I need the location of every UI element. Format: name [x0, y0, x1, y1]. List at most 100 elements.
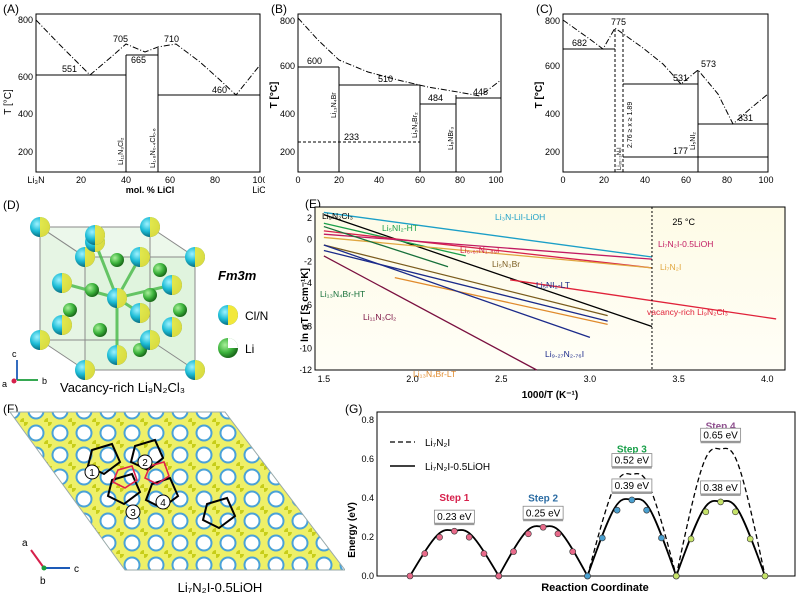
panel-a-label: 710: [164, 34, 179, 44]
panel-f-site-3: [125, 504, 141, 520]
panel-e-label: Li₁₃N₄Br-HT: [320, 289, 365, 299]
cl-n-atom-half: [62, 273, 72, 293]
panel-a-liquidus: [35, 19, 261, 96]
panel-g-legend-dash-label: Li₇N₂I: [425, 438, 450, 449]
panel-g-image-point: [421, 550, 429, 557]
panel-f: (F) 1 2 3 4 a b c Li₇N₂I-0.5LiOH: [3, 402, 345, 595]
panel-c-ytick: 400: [545, 109, 560, 119]
panel-e-ytick: 2: [307, 213, 312, 223]
panel-e-label: Li₁₃N₄Br-LT: [413, 369, 456, 379]
panel-c-xtick: 60: [681, 175, 691, 185]
panel-f-site-label: 2: [142, 458, 148, 469]
panel-f-site-1: [84, 464, 100, 480]
panel-c-xtick: 20: [599, 175, 609, 185]
panel-b-frame: [297, 13, 502, 173]
panel-g-energy-label: 0.65 eV: [703, 430, 738, 441]
panel-a-xtick: 40: [121, 175, 131, 185]
panel-d-letter: (D): [3, 198, 20, 212]
panel-a-label: 665: [131, 55, 146, 65]
panel-b-ytick: 600: [280, 61, 295, 71]
panel-f-charge-density: [9, 411, 345, 571]
panel-g-ytick: 0.2: [361, 532, 374, 542]
panel-g-image-point: [628, 496, 636, 504]
panel-g-energy-box-shadow: [611, 466, 652, 469]
panel-f-axis-b: b: [40, 576, 46, 587]
panel-b-ytick: 200: [280, 147, 295, 157]
panel-g-energy-label: 0.39 eV: [615, 481, 650, 492]
panel-a-xlabel-left: Li₃N: [27, 175, 44, 185]
panel-g-image-point: [406, 572, 414, 580]
panel-a-label: 551: [62, 64, 77, 74]
panel-a-xtick: 20: [76, 175, 86, 185]
panel-g-image-point: [525, 530, 532, 538]
panel-b-label: 600: [307, 56, 322, 66]
panel-e-label: Li₇N₂I-0.5LiOH: [658, 239, 713, 249]
panel-a-ytick: 600: [18, 72, 33, 82]
li-atom: [173, 303, 187, 317]
panel-a-label: 460: [212, 85, 227, 95]
panel-f-red-rings: [111, 461, 170, 489]
panel-c-range: 2.76 ≥ x ≥ 1.89: [627, 102, 634, 148]
panel-g-ylabel: Energy (eV): [347, 502, 358, 558]
panel-b-xtick: 100: [488, 175, 503, 185]
panel-d-axes: [11, 360, 38, 384]
panel-c-letter: (C): [536, 2, 553, 16]
panel-f-site-label: 1: [89, 468, 95, 479]
panel-g-image-point: [451, 527, 458, 535]
panel-a-xtick: 60: [165, 175, 175, 185]
panel-e-series-line: [323, 244, 608, 317]
panel-g-energy-box-shadow: [523, 519, 564, 522]
panel-b-xtick: 60: [415, 175, 425, 185]
cl-n-atom-half: [195, 360, 205, 380]
panel-e-series-line: [323, 236, 653, 269]
panel-f-site-4: [155, 494, 171, 510]
panel-e-label: Li₆.₆₇N₁.₈₉I: [460, 245, 499, 255]
panel-e-ytick: 0: [307, 235, 312, 245]
panel-e-label: Li₅NI₂-HT: [382, 223, 418, 233]
panel-g-image-point: [732, 508, 739, 516]
li-atom: [85, 283, 99, 297]
panel-d-legend-cl-half: [228, 305, 238, 325]
panel-b: (B) T [°C] 200 400 600 800 0 20 40 60 80…: [269, 2, 504, 185]
panel-g-image-point: [539, 523, 547, 531]
panel-e-ytick: -12: [300, 365, 312, 375]
panel-e-label: Li₅NI₂-LT: [536, 280, 570, 290]
panel-g-energy-box-shadow: [434, 523, 475, 526]
panel-g-image-point: [554, 530, 562, 538]
panel-c-label: 573: [701, 59, 716, 69]
panel-c-label: 682: [572, 38, 587, 48]
panel-a-letter: (A): [3, 2, 19, 16]
panel-g-step-label: Step 2: [528, 493, 558, 504]
li-atom: [143, 288, 157, 302]
panel-e-series-line: [323, 244, 591, 339]
cl-n-atom-half: [95, 225, 105, 245]
panel-g-energy-box-shadow: [611, 491, 652, 494]
panel-e-xtick: 3.5: [672, 374, 685, 384]
panel-c: (C) T [°C] 200 400 600 800 0 20 40 60 80…: [534, 2, 774, 185]
panel-e-ylabel: ln σT [S cm⁻¹K]: [300, 268, 311, 342]
panel-g-image-point: [613, 506, 621, 514]
panel-e-xtick: 4.0: [761, 374, 774, 384]
cl-n-atom-half: [150, 217, 160, 237]
panel-g-image-point: [480, 550, 488, 557]
panel-c-xtick: 40: [640, 175, 650, 185]
panel-e-label: Li₁₁N₃Cl₂: [363, 312, 396, 322]
panel-e-xtick: 2.0: [406, 374, 419, 384]
panel-g-step-label: Step 3: [617, 445, 647, 456]
panel-b-xtick: 80: [455, 175, 465, 185]
panel-c-ylabel: T [°C]: [534, 82, 545, 109]
panel-g-image-point: [658, 534, 665, 542]
panel-c-label: 331: [738, 113, 753, 123]
panel-a-phase1: Li₁₁N₃Cl₂: [118, 137, 125, 165]
panel-g-energy-label: 0.38 eV: [703, 483, 738, 494]
li-atom: [63, 303, 77, 317]
panel-g-xlabel: Reaction Coordinate: [541, 582, 649, 594]
panel-b-phase1: Li₁₃N₄Br: [331, 92, 338, 118]
panel-e-xtick: 1.5: [318, 374, 331, 384]
panel-c-phase1: Li₃ₓ₋₃NₓI: [617, 147, 623, 170]
panel-d-caption: Vacancy-rich Li₉N₂Cl₃: [60, 380, 185, 395]
panel-e-label: Li₇N₂I: [660, 262, 681, 272]
panel-d-axis-b: b: [42, 376, 47, 386]
cl-n-atom-half: [140, 303, 150, 323]
panel-e-label: Li₃N-LiI-LiOH: [495, 212, 545, 222]
